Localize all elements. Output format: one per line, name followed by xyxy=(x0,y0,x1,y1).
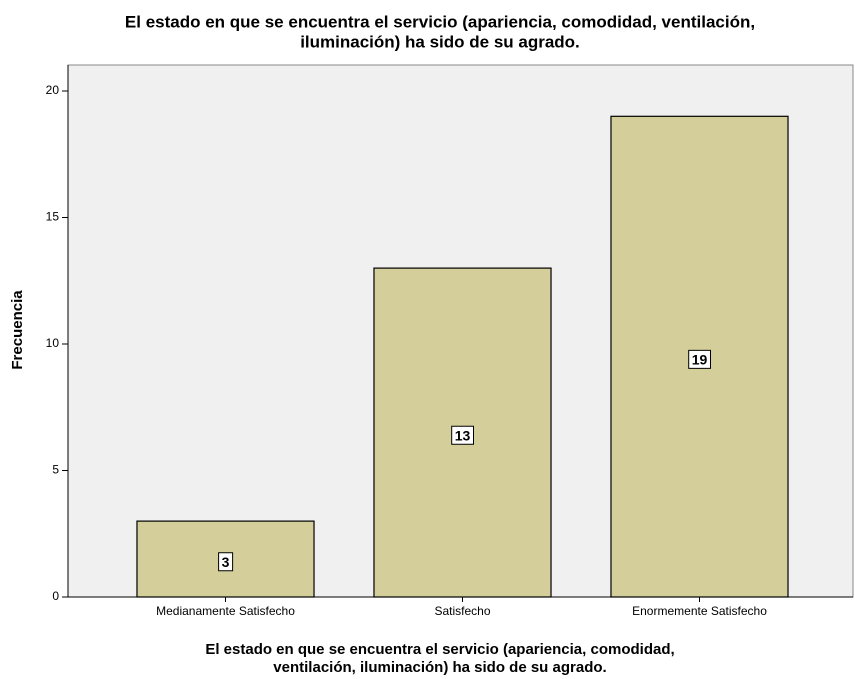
value-label-box xyxy=(688,349,711,369)
y-tick-label: 0 xyxy=(52,589,59,603)
chart-title: El estado en que se encuentra el servici… xyxy=(125,12,755,31)
x-tick-label: Medianamente Satisfecho xyxy=(156,604,295,618)
chart-title: iluminación) ha sido de su agrado. xyxy=(300,32,580,51)
x-axis-title: ventilación, iluminación) ha sido de su … xyxy=(273,659,606,676)
x-tick-label: Enormemente Satisfecho xyxy=(632,604,767,618)
bar xyxy=(373,267,552,598)
x-axis-title: El estado en que se encuentra el servici… xyxy=(205,641,674,658)
y-tick-label: 15 xyxy=(46,210,60,224)
y-axis-title: Frecuencia xyxy=(9,290,26,370)
value-label-box xyxy=(451,425,474,445)
value-label: 13 xyxy=(455,427,471,443)
value-label-box xyxy=(218,552,234,572)
y-tick-label: 10 xyxy=(46,336,60,350)
y-tick-label: 5 xyxy=(52,463,59,477)
x-tick-label: Satisfecho xyxy=(434,604,490,618)
value-label: 19 xyxy=(692,351,708,367)
value-label: 3 xyxy=(222,554,230,570)
y-tick-label: 20 xyxy=(46,83,60,97)
